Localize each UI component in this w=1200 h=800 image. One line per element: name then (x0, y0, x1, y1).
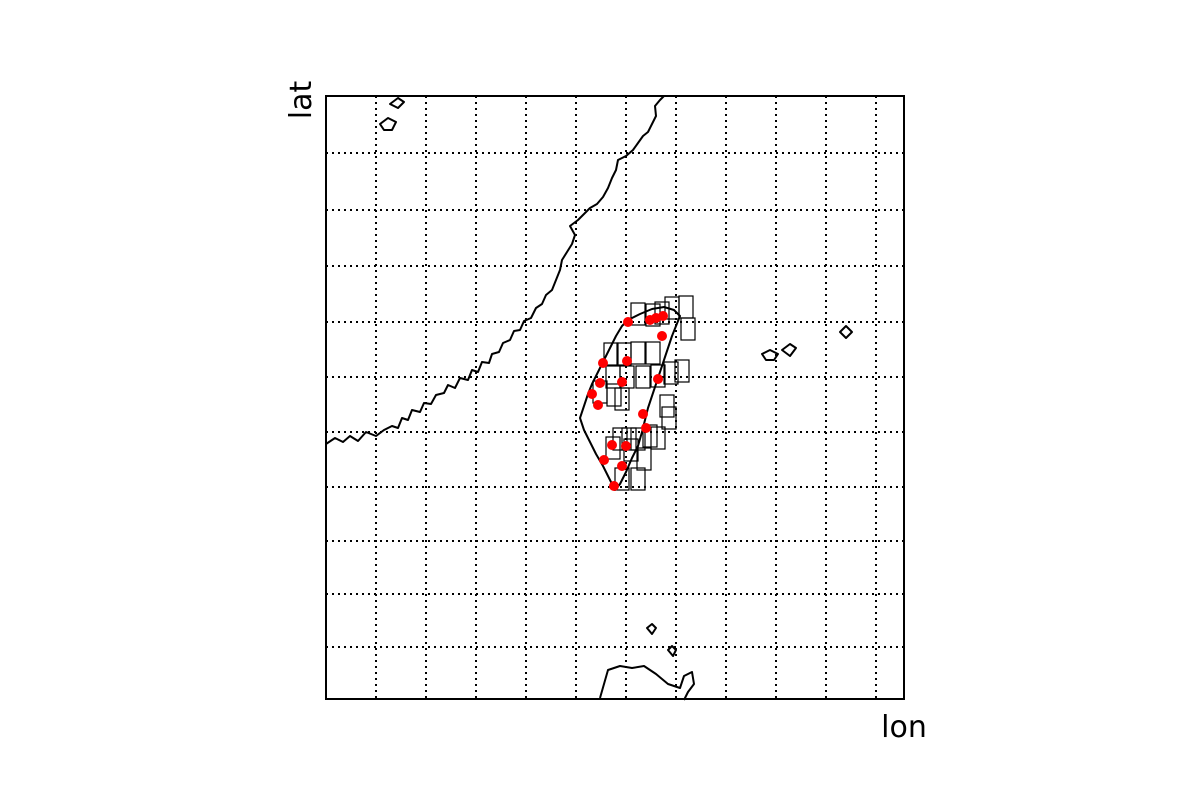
island-yaeyama-1 (761, 349, 779, 361)
station-point (587, 389, 597, 399)
station-box (661, 406, 677, 430)
station-box (680, 317, 696, 341)
station-point (595, 378, 605, 388)
station-point (617, 377, 627, 387)
station-point (658, 311, 668, 321)
station-box (630, 467, 646, 491)
station-point (599, 455, 609, 465)
station-box (603, 342, 619, 366)
station-box (659, 394, 675, 418)
station-box (614, 387, 630, 411)
station-point (657, 331, 667, 341)
station-box (605, 436, 621, 460)
island-babuyan (646, 623, 657, 635)
station-box (635, 365, 651, 389)
station-point (621, 441, 631, 451)
station-box (645, 341, 661, 365)
station-point (622, 356, 632, 366)
station-point (641, 423, 651, 433)
island-northwest-2 (389, 97, 405, 109)
coastline-luzon-north (599, 665, 695, 701)
x-axis-label: lon (881, 710, 927, 745)
station-point (607, 440, 617, 450)
island-yaeyama-2 (781, 343, 797, 357)
station-box (663, 361, 679, 385)
station-point (617, 461, 627, 471)
station-point (609, 481, 619, 491)
coastline-china-mainland (325, 95, 665, 445)
station-box (630, 341, 646, 365)
station-point (593, 400, 603, 410)
station-point (653, 374, 663, 384)
station-box (636, 447, 652, 471)
station-box (654, 301, 670, 325)
station-box (606, 383, 622, 407)
station-box (630, 302, 646, 326)
station-point (598, 358, 608, 368)
station-box (674, 359, 690, 383)
map-frame (325, 95, 905, 700)
station-box (678, 295, 694, 319)
station-points (587, 311, 668, 491)
station-point (623, 317, 633, 327)
station-point (638, 409, 648, 419)
island-northwest (379, 117, 397, 131)
y-axis-label: lat (284, 81, 319, 120)
island-east (839, 325, 853, 339)
island-batanes (667, 645, 677, 657)
station-boxes (592, 295, 696, 491)
station-box (650, 426, 666, 450)
station-box (650, 364, 666, 388)
